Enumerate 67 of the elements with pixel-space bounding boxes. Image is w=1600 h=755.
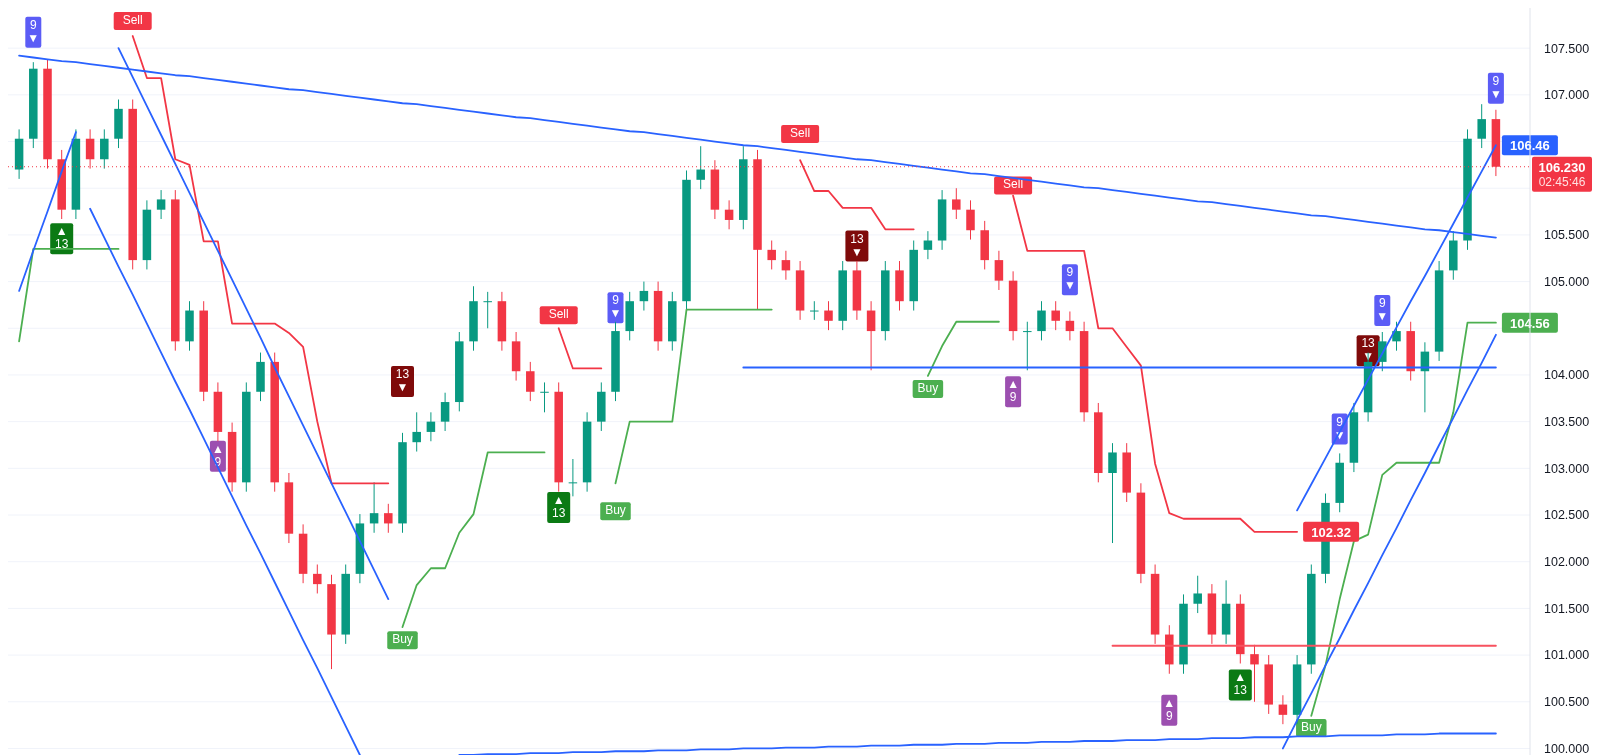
text: 13 ▼: [1361, 336, 1375, 364]
text: 13 ▼: [850, 231, 864, 259]
text: 9 ▼: [1489, 73, 1502, 101]
data-label: 102.32: [1311, 524, 1351, 540]
candlestick: [1108, 442, 1117, 544]
candlestick: [767, 240, 776, 270]
candlestick: [994, 250, 1004, 291]
y-tick-label: 101.000: [1544, 648, 1590, 663]
candlestick: [923, 230, 933, 260]
candlestick: [696, 145, 705, 190]
data-label: 106.46: [1510, 138, 1550, 154]
candlestick: [952, 187, 961, 220]
candlestick: [1051, 300, 1060, 331]
series-label: ▲ 9: [211, 441, 224, 469]
y-tick-label: 100.500: [1544, 695, 1590, 710]
candlestick: [1037, 300, 1046, 341]
text: 9 ▼: [609, 293, 622, 321]
text: ▲ 13: [552, 493, 566, 521]
candlestick: [426, 411, 436, 442]
candlestick: [1250, 644, 1259, 703]
series-label: 9 ▼: [27, 17, 40, 45]
text: 02:45:46: [1538, 174, 1586, 189]
candlestick: [156, 189, 166, 220]
y-tick-label: 101.500: [1544, 601, 1590, 616]
candlestick: [1477, 103, 1486, 149]
text: 9 ▼: [1376, 296, 1389, 324]
y-tick-label: 104.000: [1544, 368, 1590, 383]
y-tick-label: 107.500: [1544, 41, 1590, 56]
y-tick-label: 107.000: [1544, 88, 1590, 103]
series-label: 13 ▼: [395, 367, 410, 394]
candlestick: [483, 291, 492, 329]
candlestick: [1278, 694, 1288, 725]
y-tick-label: 102.000: [1544, 555, 1590, 570]
candlestick: [824, 300, 833, 331]
series-label: ▲ 13: [55, 224, 69, 252]
y-tick-label: 103.500: [1544, 415, 1590, 430]
y-tick-label: 103.000: [1544, 461, 1590, 476]
line-series: [18, 131, 77, 292]
candlestick: [412, 411, 421, 453]
text: ▲ 13: [1233, 670, 1247, 698]
y-tick-label: 105.000: [1544, 274, 1590, 289]
candlestick: [1193, 575, 1202, 614]
text: ▲ 9: [1007, 377, 1020, 405]
candlestick: [526, 361, 535, 402]
candlestick: [1065, 310, 1075, 341]
y-tick-label: 100.000: [1544, 741, 1590, 755]
data-label: 104.56: [1510, 315, 1550, 331]
candlestick: [1392, 321, 1401, 352]
ref-line-label: 106.230: [1538, 159, 1586, 175]
text: ▲ 9: [1163, 695, 1176, 723]
text: 9 ▼: [1063, 265, 1076, 293]
candlestick: [724, 199, 734, 230]
candlestick: [100, 128, 109, 170]
y-tick-label: 105.500: [1544, 228, 1590, 243]
candlestick: [540, 381, 549, 413]
y-tick-label: 102.500: [1544, 508, 1590, 523]
candlestick: [639, 281, 649, 312]
candlestick: [369, 481, 379, 534]
line-series: [89, 207, 361, 755]
candlestick: [781, 250, 791, 281]
candlestick: [966, 199, 975, 241]
candlestick: [1023, 321, 1032, 371]
candlestick: [866, 300, 876, 371]
candlestick: [810, 300, 819, 321]
candlestick: [440, 392, 450, 432]
candlestick: [313, 564, 322, 594]
candlestick: [384, 503, 393, 534]
